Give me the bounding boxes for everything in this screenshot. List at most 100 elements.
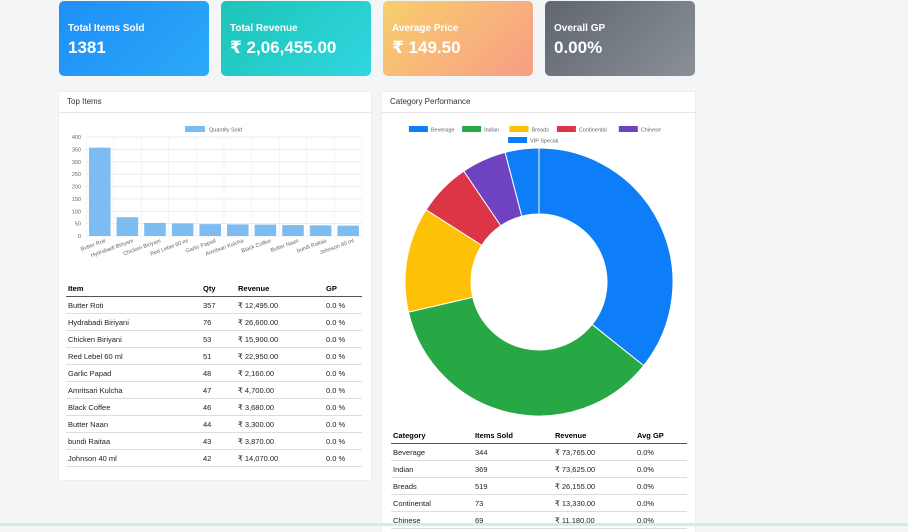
bar <box>337 225 359 236</box>
page-bottom-border <box>0 523 908 526</box>
legend-swatch <box>508 137 528 143</box>
legend-label: Beverage <box>431 128 455 134</box>
cell-gp: 0.0 % <box>324 330 362 348</box>
legend-label: Breads <box>532 128 550 134</box>
cell-revenue: ₹ 26,600.00 <box>236 313 324 331</box>
legend-label: VIP Special <box>530 139 558 145</box>
cell-qty: 48 <box>201 364 236 382</box>
kpi-value: ₹ 149.50 <box>392 38 461 57</box>
cell-gp: 0.0 % <box>324 432 362 450</box>
chart-legend: Quantity Sold <box>185 126 242 134</box>
column-header-avg-gp: Avg GP <box>635 427 687 444</box>
legend-item: Indian <box>462 126 499 134</box>
top-items-table: Item Qty Revenue GP Butter Roti 357 ₹ 12,4… <box>66 280 362 467</box>
cell-avg-gp: 0.0% <box>635 443 687 461</box>
kpi-label: Average Price <box>392 23 459 34</box>
table-row: Butter Naan 44 ₹ 3,300.00 0.0 % <box>66 415 362 433</box>
legend-item: VIP Special <box>508 137 558 145</box>
column-header-revenue: Revenue <box>236 280 324 297</box>
cell-revenue: ₹ 14,070.00 <box>236 449 324 467</box>
legend-item: Beverage <box>408 126 455 134</box>
table-row: Indian 369 ₹ 73,625.00 0.0% <box>391 460 687 478</box>
legend-label: Quantity Sold <box>209 128 242 134</box>
cell-avg-gp: 0.0% <box>635 477 687 495</box>
table-row: bundi Raitaa 43 ₹ 3,870.00 0.0 % <box>66 432 362 450</box>
legend-swatch <box>462 126 482 132</box>
donut-slice-beverage <box>538 147 674 367</box>
cell-revenue: ₹ 3,300.00 <box>236 415 324 433</box>
cell-revenue: ₹ 73,625.00 <box>553 460 635 478</box>
cell-gp: 0.0 % <box>324 364 362 382</box>
column-header-category: Category <box>391 427 473 444</box>
cell-item: Johnson 40 ml <box>66 449 201 467</box>
kpi-value: 1381 <box>68 38 106 57</box>
cell-gp: 0.0 % <box>324 347 362 365</box>
bar <box>309 225 332 236</box>
cell-revenue: ₹ 73,765.00 <box>553 443 635 461</box>
cell-revenue: ₹ 3,680.00 <box>236 398 324 416</box>
cell-gp: 0.0 % <box>324 296 362 314</box>
cell-items-sold: 369 <box>473 460 553 478</box>
cell-category: Continental <box>391 494 473 512</box>
category-performance-card: Category Performance Beverage Indian Bread… <box>382 92 695 532</box>
legend-item: Breads <box>509 126 550 134</box>
kpi-card-overall-gp: Overall GP 0.00% <box>545 1 695 76</box>
cell-item: Amritsari Kulcha <box>66 381 201 399</box>
cell-item: Red Lebel 60 ml <box>66 347 201 365</box>
table-header-row: Item Qty Revenue GP <box>66 280 362 297</box>
table-row: Chicken Biriyani 53 ₹ 15,900.00 0.0 % <box>66 330 362 348</box>
kpi-card-total-revenue: Total Revenue ₹ 2,06,455.00 <box>221 1 371 76</box>
table-row: Red Lebel 60 ml 51 ₹ 22,950.00 0.0 % <box>66 347 362 365</box>
bar <box>199 224 221 236</box>
category-table: Category Items Sold Revenue Avg GP Bever… <box>391 427 687 529</box>
cell-qty: 42 <box>201 449 236 467</box>
cell-avg-gp: 0.0% <box>635 494 687 512</box>
legend-swatch <box>185 126 205 132</box>
cell-gp: 0.0 % <box>324 381 362 399</box>
cell-revenue: ₹ 4,700.00 <box>236 381 324 399</box>
cell-revenue: ₹ 26,155.00 <box>553 477 635 495</box>
y-tick-label: 50 <box>75 222 81 228</box>
table-header-row: Category Items Sold Revenue Avg GP <box>391 427 687 444</box>
cell-qty: 357 <box>201 296 236 314</box>
kpi-card-total-items: Total Items Sold 1381 <box>59 1 209 76</box>
column-header-item: Item <box>66 280 201 297</box>
cell-item: Butter Roti <box>66 296 201 314</box>
x-tick-label: Butter Naan <box>270 238 300 254</box>
cell-qty: 53 <box>201 330 236 348</box>
bar <box>171 223 194 236</box>
column-header-gp: GP <box>324 280 362 297</box>
y-tick-label: 0 <box>78 234 81 240</box>
table-row: Garlic Papad 48 ₹ 2,160.00 0.0 % <box>66 364 362 382</box>
top-items-title: Top Items <box>59 92 371 113</box>
top-items-bar-chart: Quantity Sold 0 50 100 150 200 250 300 350 400 But… <box>72 126 363 259</box>
cell-qty: 43 <box>201 432 236 450</box>
legend-label: Continental <box>579 128 607 134</box>
table-row: Breads 519 ₹ 26,155.00 0.0% <box>391 477 687 495</box>
cell-category: Beverage <box>391 443 473 461</box>
cell-qty: 51 <box>201 347 236 365</box>
cell-item: Butter Naan <box>66 415 201 433</box>
cell-avg-gp: 0.0% <box>635 460 687 478</box>
cell-gp: 0.0 % <box>324 313 362 331</box>
cell-qty: 47 <box>201 381 236 399</box>
kpi-label: Total Items Sold <box>68 23 145 34</box>
y-tick-label: 350 <box>72 147 81 153</box>
cell-item: Chicken Biriyani <box>66 330 201 348</box>
cell-gp: 0.0 % <box>324 415 362 433</box>
cell-item: Black Coffee <box>66 398 201 416</box>
table-row: Butter Roti 357 ₹ 12,495.00 0.0 % <box>66 296 362 314</box>
legend-item: Continental <box>556 126 607 134</box>
legend-swatch <box>556 126 576 132</box>
table-row: Hydrabadi Biriyani 76 ₹ 26,600.00 0.0 % <box>66 313 362 331</box>
y-tick-label: 200 <box>72 185 81 191</box>
cell-item: Hydrabadi Biriyani <box>66 313 201 331</box>
donut-slice-indian <box>407 296 645 417</box>
column-header-qty: Qty <box>201 280 236 297</box>
y-tick-label: 300 <box>72 160 81 166</box>
y-tick-label: 400 <box>72 135 81 141</box>
cell-items-sold: 73 <box>473 494 553 512</box>
cell-item: bundi Raitaa <box>66 432 201 450</box>
cell-items-sold: 344 <box>473 443 553 461</box>
cell-item: Garlic Papad <box>66 364 201 382</box>
